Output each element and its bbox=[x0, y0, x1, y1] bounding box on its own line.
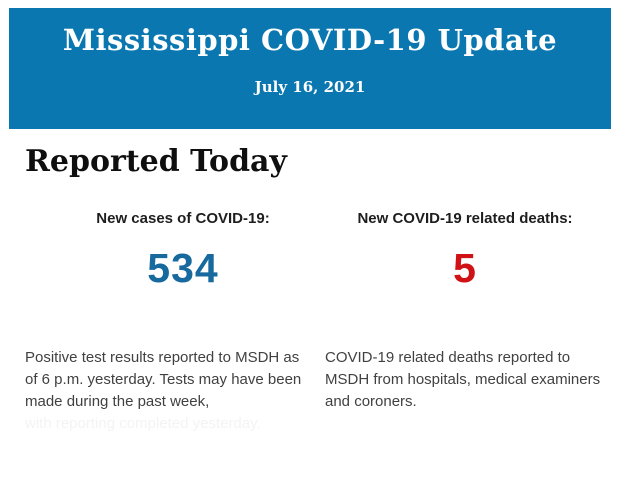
stat-new-deaths-top: New COVID-19 related deaths: 5 bbox=[325, 210, 605, 292]
report-body: Reported Today New cases of COVID-19: 53… bbox=[0, 129, 620, 435]
new-deaths-label: New COVID-19 related deaths: bbox=[357, 210, 573, 227]
page-title: Mississippi COVID-19 Update bbox=[62, 23, 558, 57]
new-cases-value: 534 bbox=[147, 245, 219, 291]
report-date: July 16, 2021 bbox=[254, 78, 366, 96]
stat-new-cases: New cases of COVID-19: 534 Positive test… bbox=[25, 210, 305, 435]
stat-new-deaths: New COVID-19 related deaths: 5 COVID-19 … bbox=[325, 210, 605, 435]
header-banner: Mississippi COVID-19 Update July 16, 202… bbox=[9, 8, 611, 129]
stat-new-cases-top: New cases of COVID-19: 534 bbox=[25, 210, 305, 292]
new-cases-description-faded-line: with reporting completed yesterday. bbox=[25, 415, 261, 432]
stats-row: New cases of COVID-19: 534 Positive test… bbox=[25, 210, 605, 435]
new-cases-description: Positive test results reported to MSDH a… bbox=[25, 349, 302, 410]
section-heading: Reported Today bbox=[25, 144, 287, 179]
new-deaths-description: COVID-19 related deaths reported to MSDH… bbox=[325, 349, 601, 410]
new-deaths-value: 5 bbox=[453, 245, 477, 291]
new-cases-label: New cases of COVID-19: bbox=[96, 210, 270, 227]
